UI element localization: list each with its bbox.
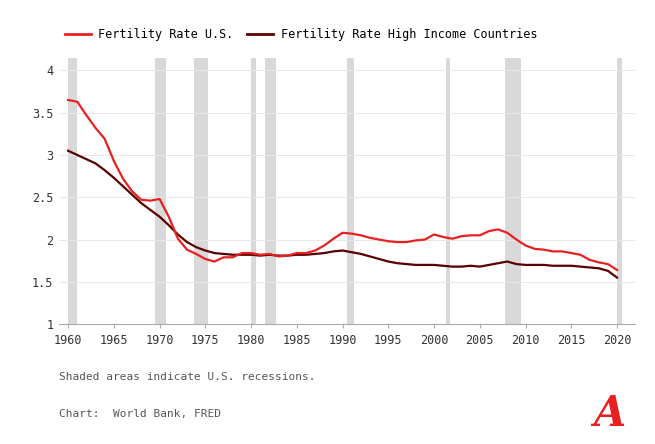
Bar xyxy=(505,58,521,324)
Bar xyxy=(347,58,354,324)
Bar xyxy=(194,58,208,324)
Text: Shaded areas indicate U.S. recessions.: Shaded areas indicate U.S. recessions. xyxy=(59,372,316,382)
Bar xyxy=(251,58,255,324)
Text: Chart:  World Bank, FRED: Chart: World Bank, FRED xyxy=(59,409,221,420)
Bar xyxy=(265,58,276,324)
Text: A: A xyxy=(593,393,626,435)
Bar xyxy=(68,58,77,324)
Bar xyxy=(445,58,450,324)
Bar xyxy=(617,58,622,324)
Bar xyxy=(155,58,166,324)
Legend: Fertility Rate U.S., Fertility Rate High Income Countries: Fertility Rate U.S., Fertility Rate High… xyxy=(65,28,537,41)
